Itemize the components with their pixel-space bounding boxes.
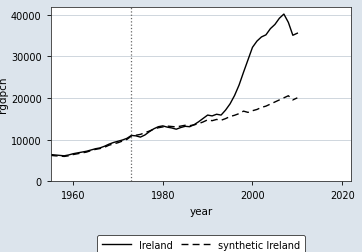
Ireland (206, 114, 210, 117)
Ireland (295, 33, 299, 36)
Ireland (214, 113, 219, 116)
synthetic Ireland (62, 155, 66, 158)
Y-axis label: rgdpch: rgdpch (0, 76, 8, 113)
Legend: Ireland, synthetic Ireland: Ireland, synthetic Ireland (97, 235, 304, 252)
synthetic Ireland (214, 118, 219, 121)
synthetic Ireland (192, 124, 196, 127)
synthetic Ireland (49, 154, 53, 157)
Ireland (241, 72, 246, 75)
synthetic Ireland (286, 95, 291, 98)
Ireland (62, 155, 66, 158)
synthetic Ireland (206, 119, 210, 122)
Line: synthetic Ireland: synthetic Ireland (51, 96, 297, 157)
X-axis label: year: year (189, 206, 212, 216)
Ireland (192, 124, 196, 127)
Ireland (49, 153, 53, 156)
synthetic Ireland (241, 110, 246, 113)
Ireland (53, 154, 57, 157)
Line: Ireland: Ireland (51, 15, 297, 156)
synthetic Ireland (53, 155, 57, 158)
Ireland (143, 134, 147, 137)
synthetic Ireland (295, 97, 299, 100)
synthetic Ireland (143, 132, 147, 135)
Ireland (282, 14, 286, 17)
